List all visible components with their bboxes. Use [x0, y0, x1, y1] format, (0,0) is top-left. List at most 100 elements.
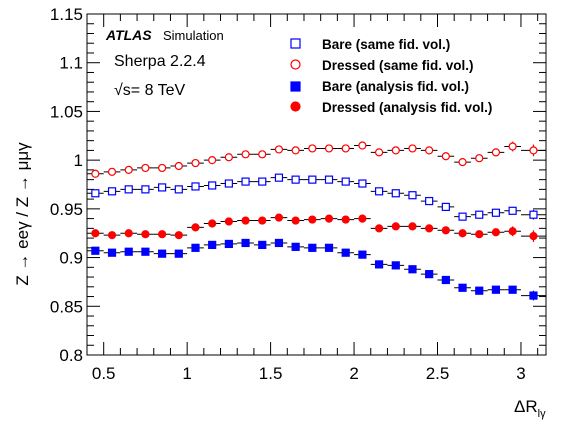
circle-marker: [358, 214, 367, 223]
data-point: [203, 181, 221, 190]
data-point: [320, 175, 338, 184]
data-point: [203, 219, 221, 228]
square-marker: [291, 242, 300, 251]
legend-entry-dressed-same: Dressed (same fid. vol.): [290, 58, 474, 73]
data-point: [287, 175, 304, 184]
data-point: [420, 196, 438, 206]
legend-label-bare-analysis: Bare (analysis fid. vol.): [322, 79, 469, 94]
data-point: [454, 157, 471, 167]
square-marker: [491, 285, 501, 294]
legend-label-bare-same: Bare (same fid. vol.): [322, 37, 450, 52]
circle-marker: [107, 231, 117, 240]
data-point: [370, 260, 388, 269]
x-tick-label: 2: [349, 364, 358, 383]
data-point: [387, 146, 405, 155]
y-tick-label: 0.85: [50, 297, 83, 316]
data-point: [354, 141, 371, 150]
circle-marker: [208, 156, 217, 165]
data-point: [320, 214, 338, 223]
data-point: [187, 243, 204, 252]
circle-marker: [308, 144, 317, 153]
data-point: [153, 163, 171, 173]
square-marker: [508, 285, 517, 294]
data-point: [454, 283, 471, 292]
data-point: [287, 242, 304, 251]
data-point: [354, 250, 371, 259]
circle-marker: [208, 219, 217, 228]
square-marker: [274, 238, 284, 248]
data-layer: [87, 141, 546, 301]
x-tick-label: 2.5: [426, 364, 450, 383]
data-point: [87, 229, 104, 238]
data-point: [404, 265, 421, 274]
data-point: [170, 231, 188, 240]
square-marker: [374, 187, 384, 196]
data-point: [253, 240, 271, 250]
square-marker: [475, 286, 484, 295]
data-point: [520, 230, 546, 242]
data-point: [354, 214, 371, 223]
data-point: [153, 183, 171, 192]
square-marker: [174, 185, 183, 194]
data-point: [387, 261, 405, 270]
data-point: [470, 210, 488, 219]
circle-marker: [124, 165, 133, 174]
y-tick-label: 1.05: [50, 102, 83, 121]
x-tick-label: 3: [516, 364, 525, 383]
data-point: [437, 275, 455, 285]
energy-sqrt: √s: [114, 82, 131, 99]
series-filled-circle: [87, 213, 546, 242]
square-marker: [324, 175, 334, 184]
data-point: [470, 154, 488, 163]
data-point: [370, 224, 388, 233]
circle-marker: [191, 158, 200, 168]
data-point: [237, 150, 254, 159]
x-axis-title: ΔRlγ: [514, 397, 546, 420]
circle-marker: [458, 229, 467, 238]
energy-value: = 8 TeV: [131, 82, 186, 99]
data-point: [420, 146, 438, 155]
data-point: [103, 248, 121, 257]
y-tick-label: 0.95: [50, 200, 83, 219]
circle-marker: [475, 154, 484, 163]
data-point: [170, 185, 188, 194]
data-point: [470, 230, 488, 239]
data-point: [404, 191, 421, 200]
circle-marker: [107, 167, 117, 176]
data-point: [120, 185, 138, 194]
square-marker: [458, 212, 467, 221]
square-marker: [441, 275, 450, 285]
square-marker: [258, 240, 267, 250]
data-point: [253, 216, 271, 225]
square-marker: [441, 202, 450, 212]
circle-marker: [291, 146, 300, 155]
data-point: [504, 141, 521, 152]
square-marker: [508, 206, 517, 215]
data-point: [454, 229, 471, 238]
circle-marker: [91, 169, 100, 178]
data-point: [487, 208, 505, 217]
y-tick-label: 1.1: [59, 54, 83, 73]
square-marker: [174, 249, 183, 258]
data-point: [170, 161, 188, 171]
circle-marker: [529, 232, 538, 241]
data-point: [220, 153, 238, 162]
x-tick-label: 0.5: [92, 364, 116, 383]
circle-marker: [408, 144, 417, 153]
circle-marker: [174, 231, 183, 240]
square-marker: [425, 196, 434, 206]
data-point: [504, 206, 521, 215]
data-point: [103, 231, 121, 240]
circle-marker: [391, 222, 400, 231]
data-point: [253, 150, 271, 159]
data-point: [337, 215, 355, 224]
square-marker: [491, 208, 501, 217]
square-marker: [91, 246, 100, 255]
circle-marker: [491, 148, 501, 157]
data-point: [370, 187, 388, 196]
circle-marker: [124, 229, 133, 238]
data-point: [220, 239, 238, 249]
data-point: [337, 144, 355, 153]
data-point: [287, 146, 304, 155]
legend-label-dressed-analysis: Dressed (analysis fid. vol.): [322, 100, 492, 115]
